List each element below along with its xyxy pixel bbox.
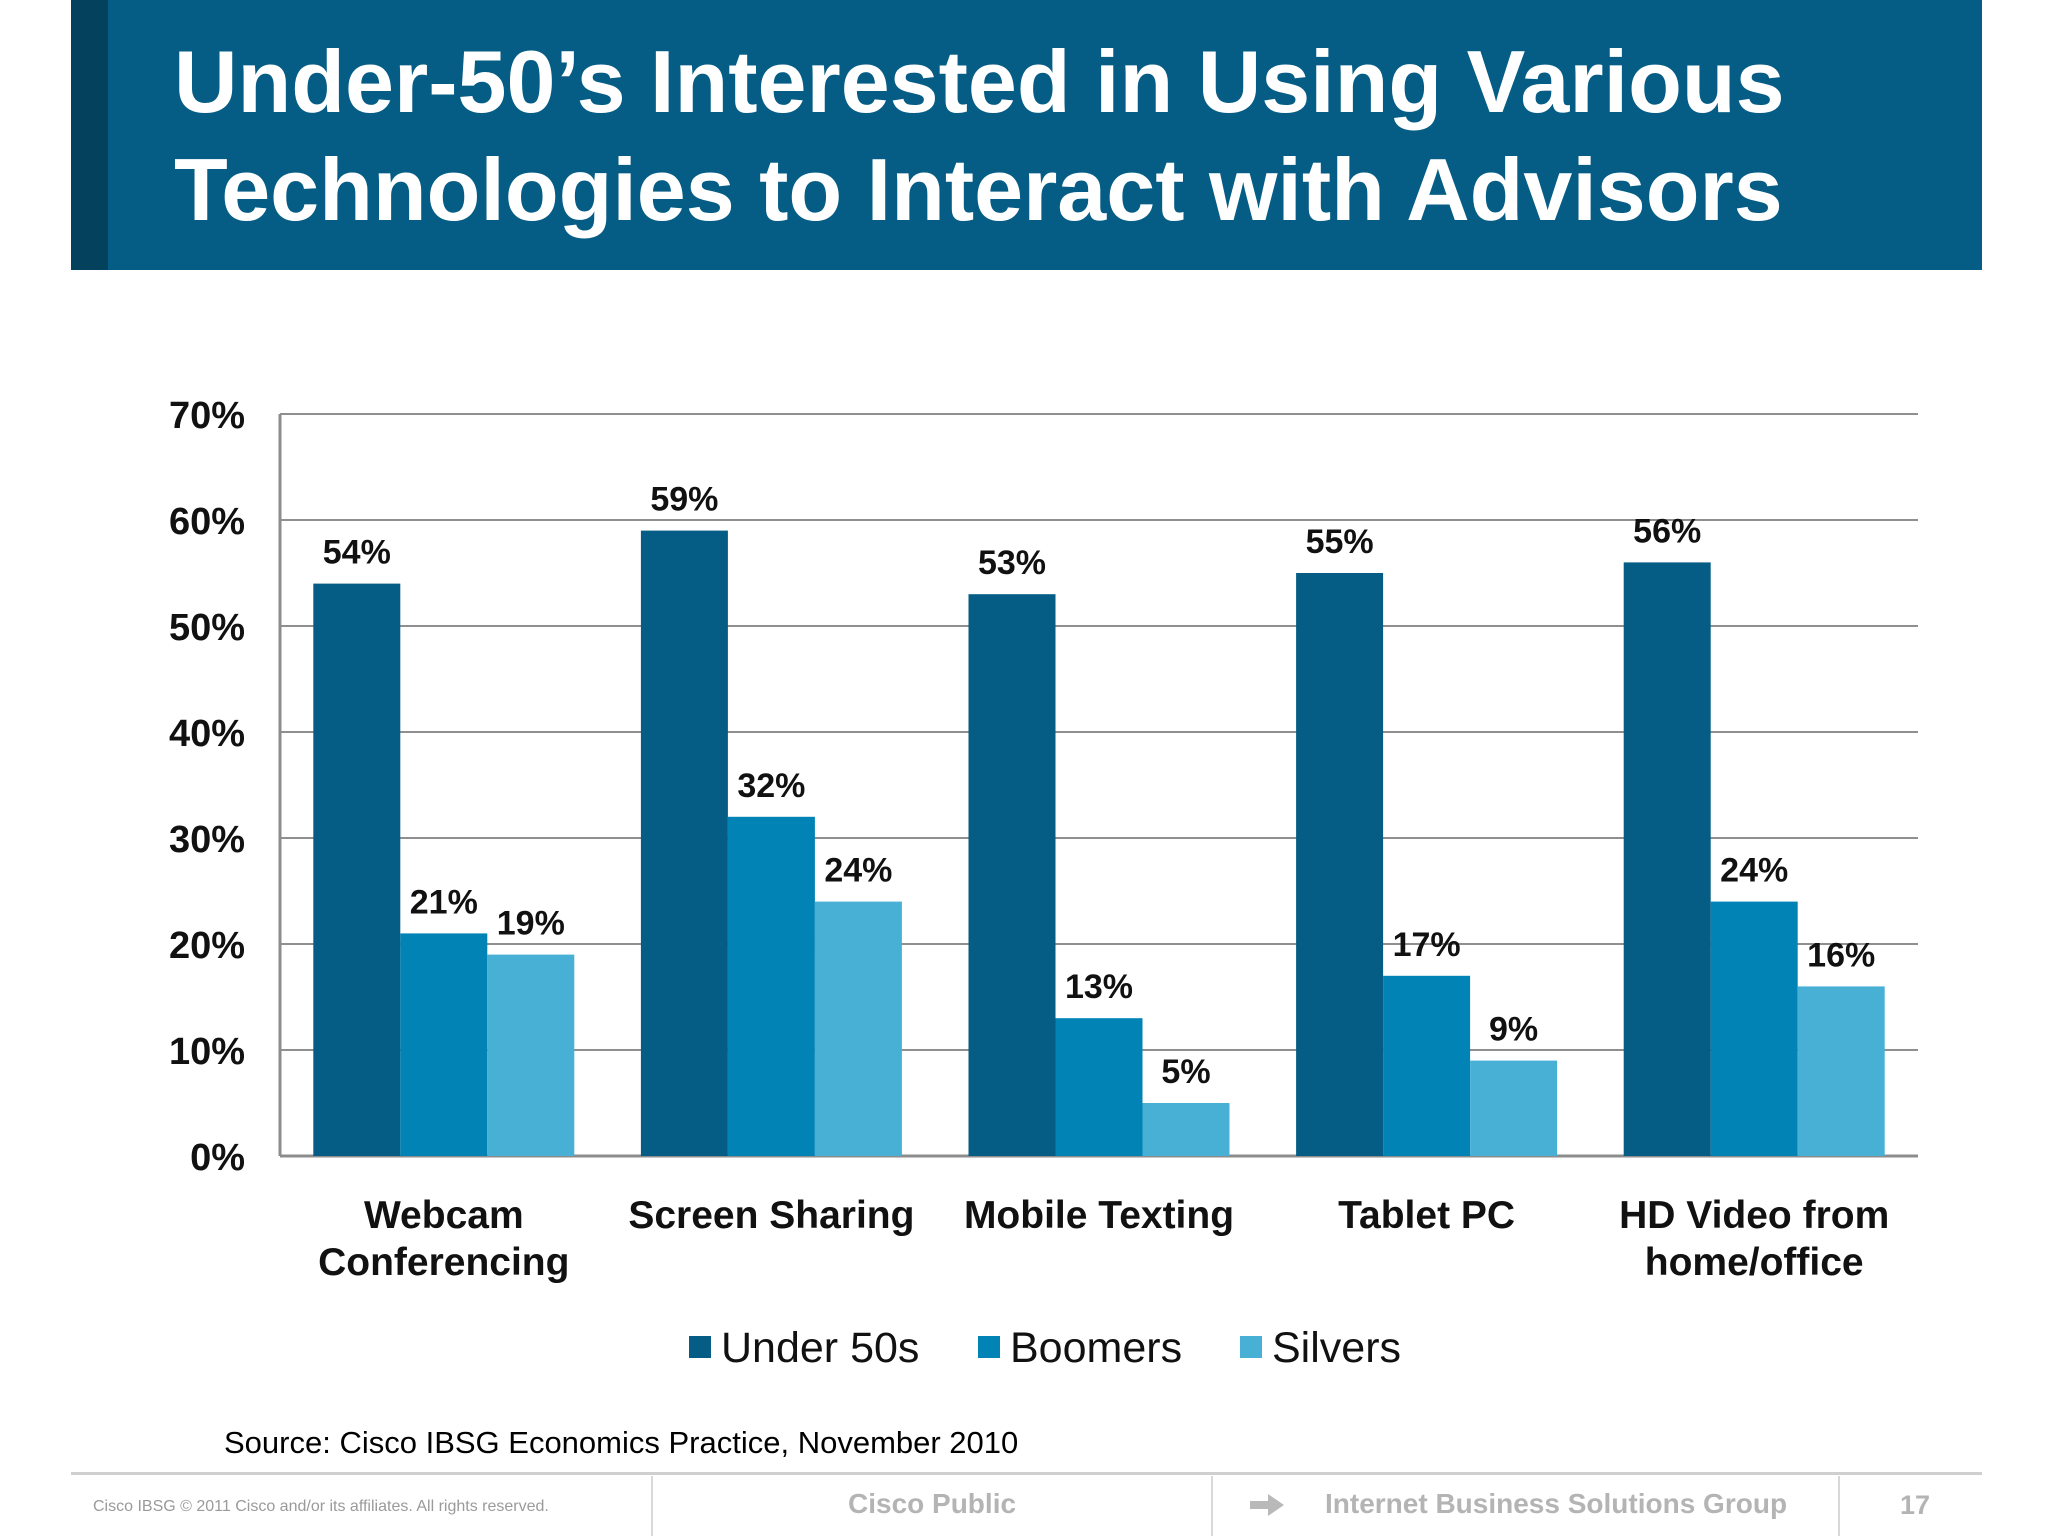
bar (1797, 986, 1885, 1156)
legend-label: Boomers (1010, 1324, 1182, 1372)
data-label: 56% (1633, 512, 1701, 550)
bar (814, 901, 902, 1156)
bar (1470, 1060, 1558, 1156)
footer-separator (1838, 1476, 1840, 1536)
x-tick-label: Tablet PC (1338, 1194, 1515, 1237)
data-label: 32% (737, 767, 805, 805)
y-tick-label: 60% (169, 501, 245, 543)
data-label: 24% (824, 852, 892, 890)
legend-swatch (689, 1336, 711, 1358)
y-tick-label: 10% (169, 1031, 245, 1073)
y-tick-label: 0% (190, 1137, 245, 1179)
bar (1296, 573, 1384, 1156)
bar (400, 933, 488, 1156)
page-number: 17 (1900, 1490, 1931, 1520)
slide-title-line-1: Under-50’s Interested in Using Various (174, 32, 1785, 131)
data-label: 21% (410, 883, 478, 921)
bar-chart: 0% 10% 20% 30% 40% 50% 60% 70% 54% 59% 53% 55% 56% 21… (169, 395, 1918, 1372)
x-tick-label: Screen Sharing (628, 1194, 914, 1237)
footer-divider (71, 1472, 1982, 1475)
bar (640, 530, 728, 1156)
data-label: 16% (1807, 936, 1875, 974)
bar (487, 954, 575, 1156)
arrow-right-icon (1250, 1494, 1284, 1516)
footer-group-name: Internet Business Solutions Group (1325, 1488, 1788, 1519)
y-tick-label: 40% (169, 713, 245, 755)
data-label: 17% (1393, 926, 1461, 964)
data-label: 19% (497, 905, 565, 943)
footer-separator (651, 1476, 653, 1536)
legend-label: Silvers (1272, 1324, 1401, 1372)
legend-label: Under 50s (721, 1324, 919, 1372)
bar (313, 583, 401, 1156)
bar (1710, 901, 1798, 1156)
data-label: 53% (978, 544, 1046, 582)
x-tick-label: Conferencing (318, 1241, 569, 1284)
bar (1623, 562, 1711, 1156)
bar (1383, 975, 1471, 1156)
y-tick-label: 20% (169, 925, 245, 967)
x-tick-label: home/office (1645, 1241, 1864, 1284)
bar (727, 816, 815, 1156)
slide-title-line-2: Technologies to Interact with Advisors (174, 140, 1783, 239)
bar (1142, 1103, 1230, 1156)
bar (968, 594, 1056, 1156)
y-tick-label: 70% (169, 395, 245, 437)
y-tick-label: 50% (169, 607, 245, 649)
data-label: 54% (323, 534, 391, 572)
data-label: 24% (1720, 852, 1788, 890)
legend-swatch (978, 1336, 1000, 1358)
data-label: 13% (1065, 968, 1133, 1006)
x-tick-label: Mobile Texting (964, 1194, 1234, 1237)
data-label: 59% (650, 481, 718, 519)
data-label: 9% (1489, 1011, 1538, 1049)
footer-classification: Cisco Public (848, 1488, 1017, 1519)
title-band (71, 0, 1982, 270)
x-tick-label: Webcam (364, 1194, 524, 1237)
title-accent-bar (71, 0, 108, 270)
legend-swatch (1240, 1336, 1262, 1358)
source-note: Source: Cisco IBSG Economics Practice, N… (224, 1425, 1019, 1460)
footer-copyright: Cisco IBSG © 2011 Cisco and/or its affil… (93, 1498, 549, 1515)
x-tick-label: HD Video from (1619, 1194, 1889, 1237)
data-label: 5% (1161, 1053, 1210, 1091)
y-tick-label: 30% (169, 819, 245, 861)
footer-separator (1211, 1476, 1213, 1536)
slide-title: Under-50’s Interested in Using Various T… (174, 28, 1954, 244)
bar (1055, 1018, 1143, 1156)
data-label: 55% (1306, 523, 1374, 561)
